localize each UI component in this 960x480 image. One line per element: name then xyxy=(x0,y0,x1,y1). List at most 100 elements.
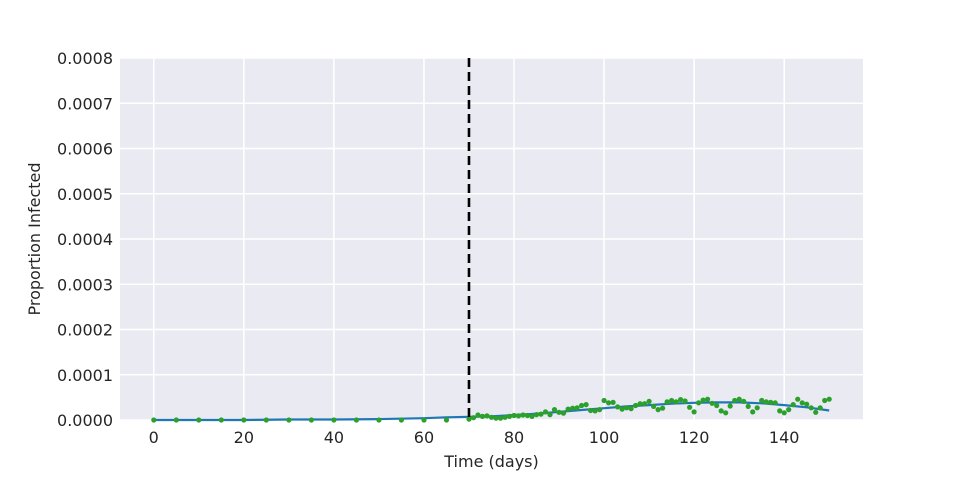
data-point xyxy=(750,409,756,415)
data-point xyxy=(533,412,540,418)
data-point xyxy=(218,417,224,423)
data-point xyxy=(646,398,652,404)
data-point xyxy=(642,401,648,407)
data-point xyxy=(565,406,571,412)
data-point xyxy=(777,408,783,414)
data-point xyxy=(610,399,616,405)
data-point xyxy=(547,412,553,418)
data-point xyxy=(817,405,823,411)
data-point xyxy=(506,413,513,419)
data-point xyxy=(484,413,490,419)
data-point xyxy=(718,408,724,414)
data-point xyxy=(709,400,715,406)
data-point xyxy=(781,410,787,416)
data-point xyxy=(628,406,634,412)
data-point xyxy=(173,417,179,423)
data-point xyxy=(520,412,526,418)
data-point xyxy=(727,403,733,409)
data-point xyxy=(745,403,751,409)
y-tick-label: 0.0003 xyxy=(57,275,113,294)
data-point xyxy=(592,408,598,414)
data-point xyxy=(263,417,269,423)
data-point xyxy=(795,396,801,402)
y-tick-label: 0.0007 xyxy=(57,94,113,113)
data-point xyxy=(691,409,697,415)
x-axis-ticks: 0 20 40 60 80 100 120 140 xyxy=(149,428,800,447)
data-point xyxy=(619,406,625,412)
x-tick-label: 100 xyxy=(589,428,620,447)
y-tick-label: 0.0002 xyxy=(57,321,113,340)
data-point xyxy=(678,397,684,403)
data-point xyxy=(826,396,832,402)
data-point xyxy=(651,403,657,409)
data-point xyxy=(736,396,742,402)
data-point xyxy=(583,402,589,408)
data-point xyxy=(560,410,567,416)
data-point xyxy=(700,397,706,403)
data-point xyxy=(714,402,720,409)
data-point xyxy=(822,397,828,404)
data-point xyxy=(763,399,769,405)
data-point xyxy=(443,417,450,423)
data-point xyxy=(574,405,580,411)
data-point xyxy=(601,397,607,404)
data-point xyxy=(376,417,382,423)
data-point xyxy=(196,417,202,423)
data-point xyxy=(331,417,337,423)
data-point xyxy=(732,397,738,404)
data-point xyxy=(515,413,522,419)
data-point xyxy=(705,396,711,402)
data-point xyxy=(808,405,814,411)
data-point xyxy=(633,402,639,409)
x-tick-label: 80 xyxy=(504,428,524,447)
x-axis-label: Time (days) xyxy=(443,452,539,471)
y-tick-label: 0.0000 xyxy=(57,411,113,430)
data-point xyxy=(606,400,612,406)
data-point xyxy=(556,409,562,415)
data-point xyxy=(353,417,359,423)
data-point xyxy=(551,407,558,413)
data-point xyxy=(308,417,314,423)
data-point xyxy=(669,397,675,404)
data-point xyxy=(588,407,594,414)
x-tick-label: 140 xyxy=(769,428,800,447)
data-point xyxy=(790,402,796,408)
y-tick-label: 0.0001 xyxy=(57,366,113,385)
data-point xyxy=(241,417,247,423)
y-axis-label: Proportion Infected xyxy=(25,162,44,315)
data-point xyxy=(529,413,535,419)
y-tick-label: 0.0004 xyxy=(57,230,113,249)
data-point xyxy=(615,404,621,410)
data-point xyxy=(570,405,576,411)
y-axis-ticks: 0.0000 0.0001 0.0002 0.0003 0.0004 0.0005 0.00… xyxy=(57,49,113,430)
data-point xyxy=(637,401,643,407)
x-tick-label: 40 xyxy=(324,428,344,447)
data-point xyxy=(723,410,729,416)
y-tick-label: 0.0006 xyxy=(57,140,113,159)
data-point xyxy=(687,404,693,410)
x-tick-label: 120 xyxy=(679,428,710,447)
data-point xyxy=(754,405,760,411)
data-point xyxy=(286,417,292,423)
data-point xyxy=(799,400,805,406)
data-point xyxy=(479,413,486,419)
data-point xyxy=(538,411,544,417)
data-point xyxy=(524,412,531,419)
data-point xyxy=(475,412,481,418)
data-point xyxy=(511,412,517,419)
data-point xyxy=(624,405,630,411)
y-tick-label: 0.0005 xyxy=(57,185,113,204)
y-tick-label: 0.0008 xyxy=(57,49,113,68)
data-point xyxy=(741,398,747,404)
grid-lines xyxy=(120,57,863,421)
x-tick-label: 0 xyxy=(149,428,159,447)
data-point xyxy=(470,415,477,421)
data-point xyxy=(502,414,508,420)
data-point xyxy=(804,401,810,407)
data-point xyxy=(597,407,603,413)
data-point xyxy=(786,407,792,413)
data-point xyxy=(660,405,666,411)
data-point xyxy=(398,417,404,423)
data-point xyxy=(421,417,427,423)
data-point xyxy=(497,415,504,421)
